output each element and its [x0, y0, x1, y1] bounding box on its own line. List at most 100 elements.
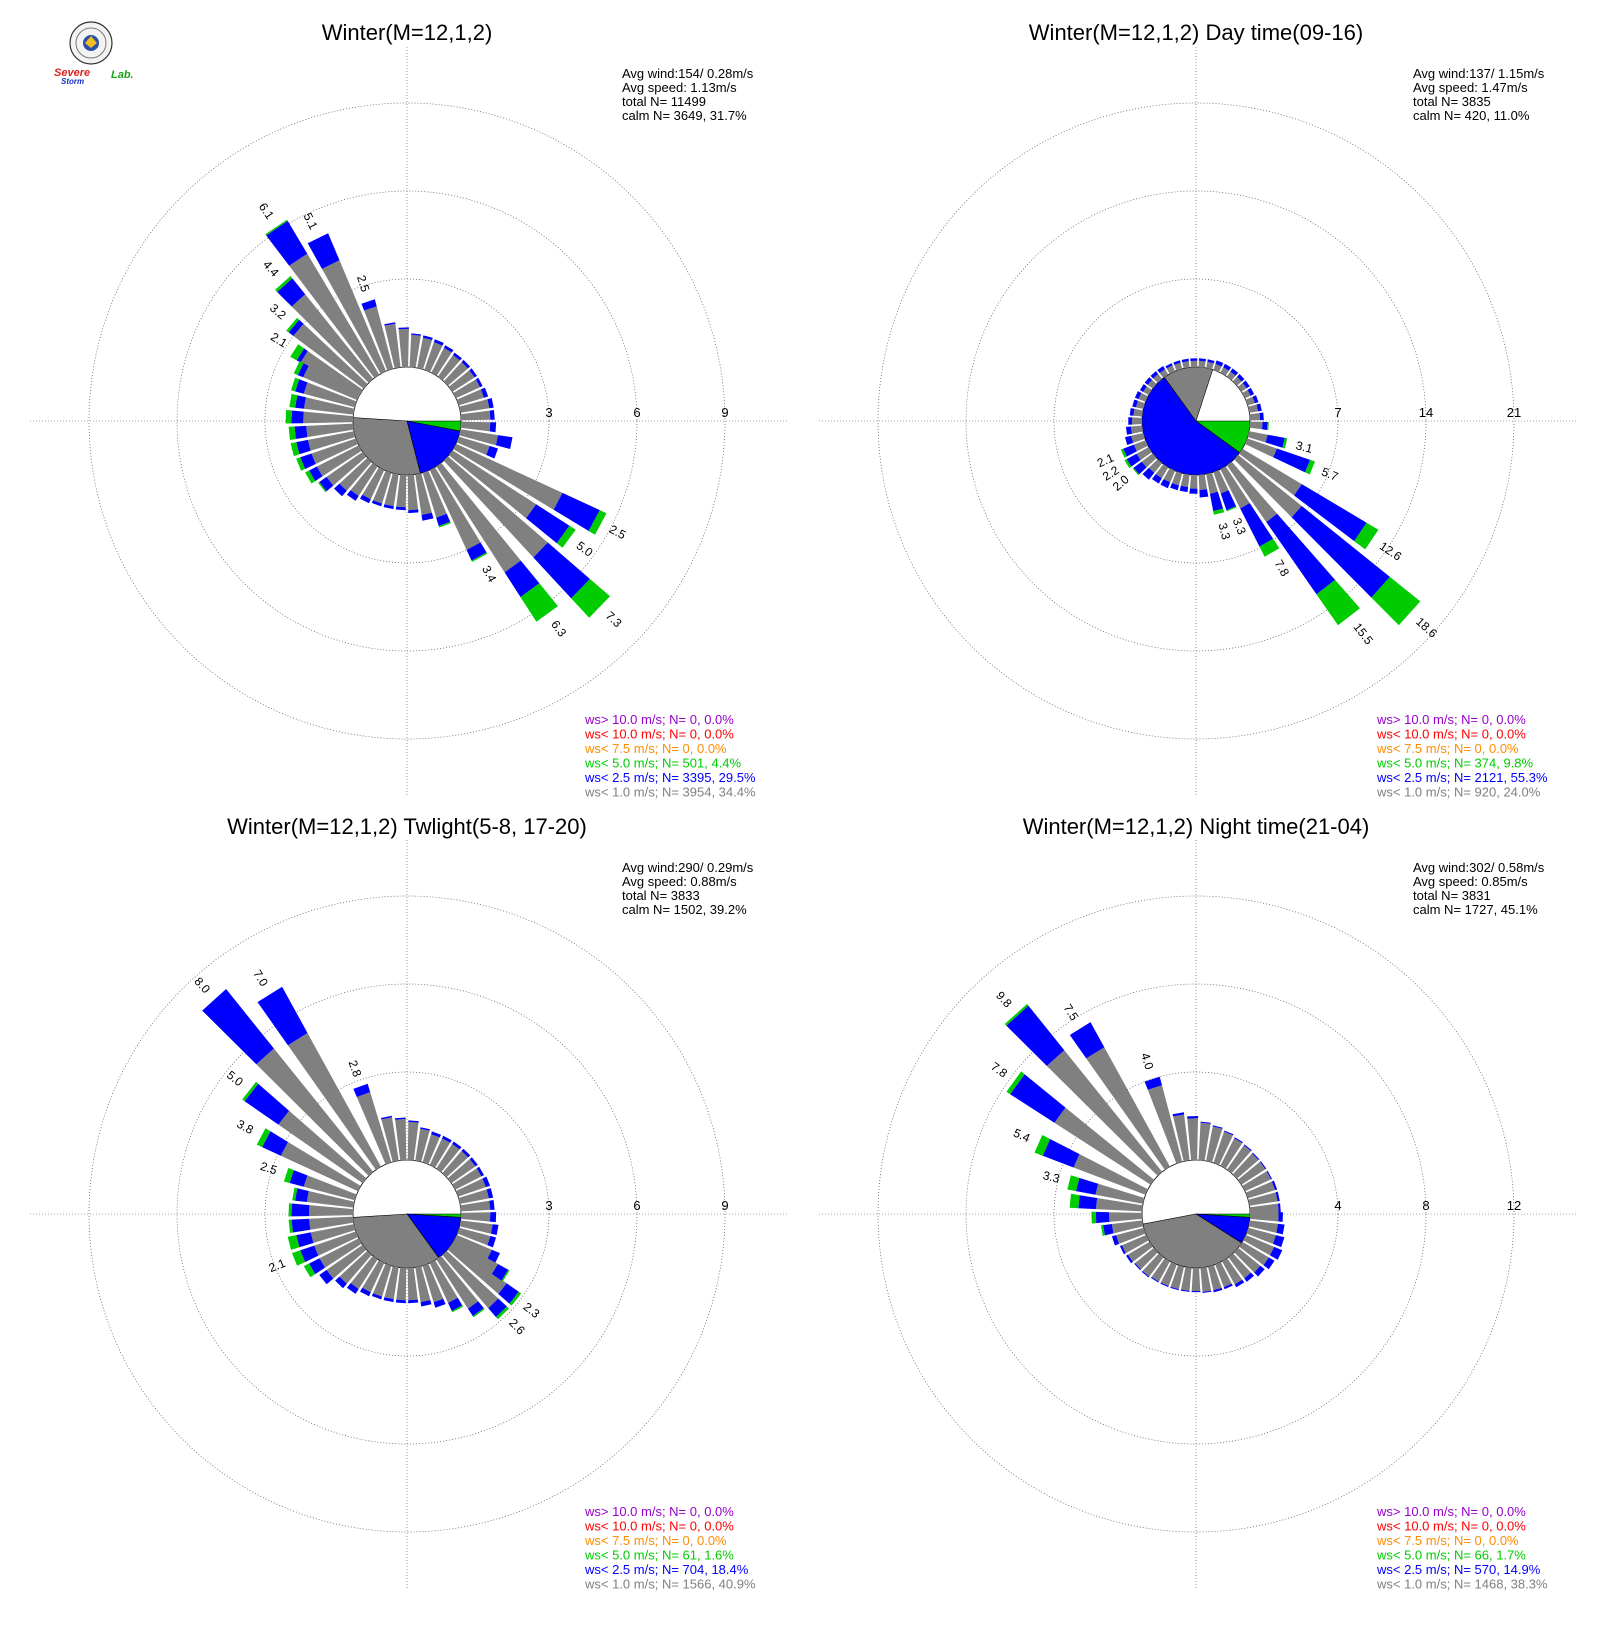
- petal-segment-blue: [466, 542, 487, 561]
- legend-entry: ws< 10.0 m/s; N= 0, 0.0%: [1376, 727, 1526, 742]
- petal-segment-green: [296, 457, 306, 471]
- petal-segment-calm: [309, 1205, 354, 1217]
- severe-storm-lab-logo: Severe Storm Lab.: [54, 21, 134, 86]
- grid-ring: [1053, 278, 1339, 564]
- petal-segment-calm: [306, 1191, 355, 1208]
- stat-avg-speed: Avg speed: 1.47m/s: [1413, 80, 1528, 95]
- grid-ring: [264, 1071, 550, 1357]
- petal-segment-calm: [396, 1267, 407, 1301]
- petal-segment-blue: [469, 368, 477, 378]
- petal-segment-blue: [461, 1148, 471, 1158]
- petal-segment-calm: [1109, 1212, 1143, 1222]
- petal-segment-green: [1305, 459, 1315, 475]
- petal-segment-calm: [384, 323, 401, 369]
- petal-segment-calm: [1190, 360, 1198, 368]
- logo-seal-ring: [75, 27, 107, 59]
- petal-segment-calm: [350, 462, 378, 496]
- petal-segment-calm: [442, 1250, 499, 1309]
- petal-segment-blue: [297, 363, 309, 378]
- petal-segment-blue: [1103, 1224, 1114, 1236]
- legend-entry: ws< 1.0 m/s; N= 1468, 38.3%: [1376, 1577, 1548, 1592]
- petal-label: 2.1: [268, 330, 290, 351]
- legend-entry: ws< 5.0 m/s; N= 501, 4.4%: [584, 756, 742, 771]
- petal-segment-green: [1120, 448, 1127, 458]
- petal-segment-blue: [488, 1298, 507, 1318]
- legend-entry: ws< 1.0 m/s; N= 920, 24.0%: [1376, 785, 1541, 800]
- ring-label: 21: [1507, 405, 1521, 420]
- stat-total: total N= 3835: [1413, 94, 1491, 109]
- petal-segment-green: [292, 1187, 298, 1201]
- petal-segment-blue: [296, 439, 311, 455]
- petal-segment-blue: [1220, 490, 1237, 511]
- petal-segment-blue: [291, 1203, 310, 1217]
- petal-segment-green: [471, 552, 488, 562]
- grid-ring: [1053, 1071, 1339, 1357]
- petal-segment-blue: [1275, 1191, 1280, 1202]
- petal-segment-blue: [295, 395, 306, 409]
- petal-segment-calm: [1249, 421, 1263, 430]
- legend-entry: ws< 1.0 m/s; N= 3954, 34.4%: [584, 785, 756, 800]
- petal-label: 2.8: [345, 1058, 364, 1079]
- petal-segment-calm: [447, 1159, 476, 1184]
- petal-label: 7.5: [1061, 1001, 1082, 1023]
- petal-segment-calm: [1166, 365, 1176, 374]
- petal-segment-calm: [1111, 1220, 1144, 1234]
- petal-segment-blue: [395, 506, 406, 511]
- petal-segment-calm: [300, 351, 363, 395]
- petal-segment-calm: [429, 467, 481, 550]
- petal-segment-green: [288, 1203, 292, 1217]
- petal-segment-blue: [452, 352, 462, 361]
- petal-segment-blue: [1132, 399, 1138, 408]
- legend-entry: ws< 7.5 m/s; N= 0, 0.0%: [584, 1533, 727, 1548]
- petal-segment-green: [1282, 437, 1288, 449]
- petal-segment-calm: [1206, 361, 1214, 370]
- petal-segment-blue: [491, 1224, 499, 1235]
- petal-segment-calm: [1220, 1138, 1243, 1169]
- legend-entry: ws< 5.0 m/s; N= 61, 1.6%: [584, 1548, 734, 1563]
- petal-segment-calm: [454, 1234, 492, 1259]
- petal-segment-blue: [1160, 479, 1171, 489]
- grid-ring: [877, 895, 1515, 1533]
- petal-segment-blue: [1170, 483, 1179, 491]
- petal-label: 3.8: [234, 1117, 256, 1137]
- ring-label: 12: [1507, 1198, 1521, 1213]
- petal-segment-calm: [1160, 1262, 1177, 1287]
- petal-segment-blue: [1198, 358, 1206, 362]
- petal-segment-blue: [1134, 1263, 1141, 1271]
- petal-segment-green: [1004, 1003, 1029, 1026]
- petal-label: 7.8: [988, 1059, 1010, 1080]
- wind-rose-panel-1: Winter(M=12,1,2) 3 6 9 2.5 5.0 7.3 6.3 3.4 2.1 3.2…: [30, 20, 788, 800]
- petal-segment-blue: [1273, 1235, 1285, 1248]
- stat-calm: calm N= 3649, 31.7%: [622, 108, 747, 123]
- petal-segment-blue: [371, 500, 383, 507]
- petal-segment-blue: [371, 1293, 383, 1300]
- petal-segment-blue: [1179, 485, 1189, 493]
- petal-segment-blue: [487, 398, 494, 409]
- petal-segment-blue: [360, 1287, 371, 1297]
- petal-segment-calm: [326, 1244, 367, 1279]
- petal-label: 6.3: [548, 618, 569, 640]
- petal-segment-calm: [1133, 408, 1143, 417]
- petal-segment-blue: [482, 1176, 491, 1188]
- petal-segment-calm: [457, 1227, 491, 1246]
- petal-segment-calm: [1248, 1192, 1278, 1206]
- petal-segment-blue: [291, 1218, 311, 1233]
- ring-label: 6: [633, 405, 640, 420]
- petal-segment-calm: [1237, 382, 1247, 392]
- petal-label: 18.6: [1413, 614, 1440, 640]
- petal-segment-calm: [1237, 1161, 1266, 1185]
- petal-label: 5.1: [301, 211, 321, 232]
- petal-segment-green: [1267, 422, 1269, 431]
- logo-seal-emblem: [85, 36, 97, 48]
- petal-segment-calm: [1208, 1265, 1222, 1291]
- petal-segment-calm: [415, 473, 432, 515]
- petal-segment-blue: [1172, 1112, 1185, 1117]
- petal-segment-green: [290, 442, 300, 457]
- petal-segment-green: [290, 344, 305, 361]
- petal-segment-calm: [1234, 1247, 1261, 1273]
- petal-segment-calm: [1138, 392, 1148, 402]
- petal-segment-calm: [1130, 425, 1143, 434]
- petal-segment-calm: [1136, 400, 1145, 409]
- petal-segment-calm: [1198, 474, 1207, 490]
- petal-label: 4.4: [260, 258, 282, 280]
